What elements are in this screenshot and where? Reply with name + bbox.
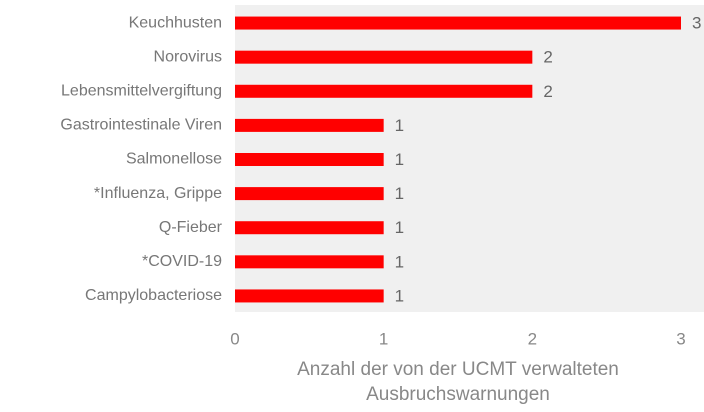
y-tick-label: Lebensmittelvergiftung bbox=[61, 82, 222, 99]
data-label: 1 bbox=[395, 252, 404, 271]
y-tick-label: Keuchhusten bbox=[129, 14, 222, 31]
bar bbox=[235, 50, 533, 64]
bar bbox=[235, 187, 384, 201]
data-label: 2 bbox=[543, 48, 552, 67]
x-tick-label: 3 bbox=[676, 329, 685, 348]
y-tick-label: *COVID-19 bbox=[142, 253, 222, 270]
bar bbox=[235, 289, 384, 303]
x-tick-label: 2 bbox=[528, 329, 537, 348]
bar bbox=[235, 221, 384, 235]
data-label: 1 bbox=[395, 286, 404, 305]
y-tick-label: Q-Fieber bbox=[159, 219, 223, 236]
bar bbox=[235, 118, 384, 132]
x-tick-label: 1 bbox=[379, 329, 388, 348]
x-tick-label: 0 bbox=[230, 329, 239, 348]
data-label: 1 bbox=[395, 218, 404, 237]
bar bbox=[235, 153, 384, 166]
bar bbox=[235, 255, 384, 269]
y-tick-label: *Influenza, Grippe bbox=[94, 185, 222, 202]
bar bbox=[235, 16, 681, 30]
data-label: 2 bbox=[543, 82, 552, 101]
y-tick-label: Salmonellose bbox=[126, 151, 222, 168]
data-label: 1 bbox=[395, 150, 404, 169]
x-axis-label: Anzahl der von der UCMT verwalteten Ausb… bbox=[297, 359, 619, 405]
data-label: 1 bbox=[395, 184, 404, 203]
data-label: 1 bbox=[395, 116, 404, 135]
y-tick-label: Campylobacteriose bbox=[85, 287, 222, 304]
data-label: 3 bbox=[692, 14, 701, 33]
y-tick-label: Norovirus bbox=[154, 48, 222, 65]
y-tick-label: Gastrointestinale Viren bbox=[60, 117, 222, 134]
bar bbox=[235, 84, 533, 98]
